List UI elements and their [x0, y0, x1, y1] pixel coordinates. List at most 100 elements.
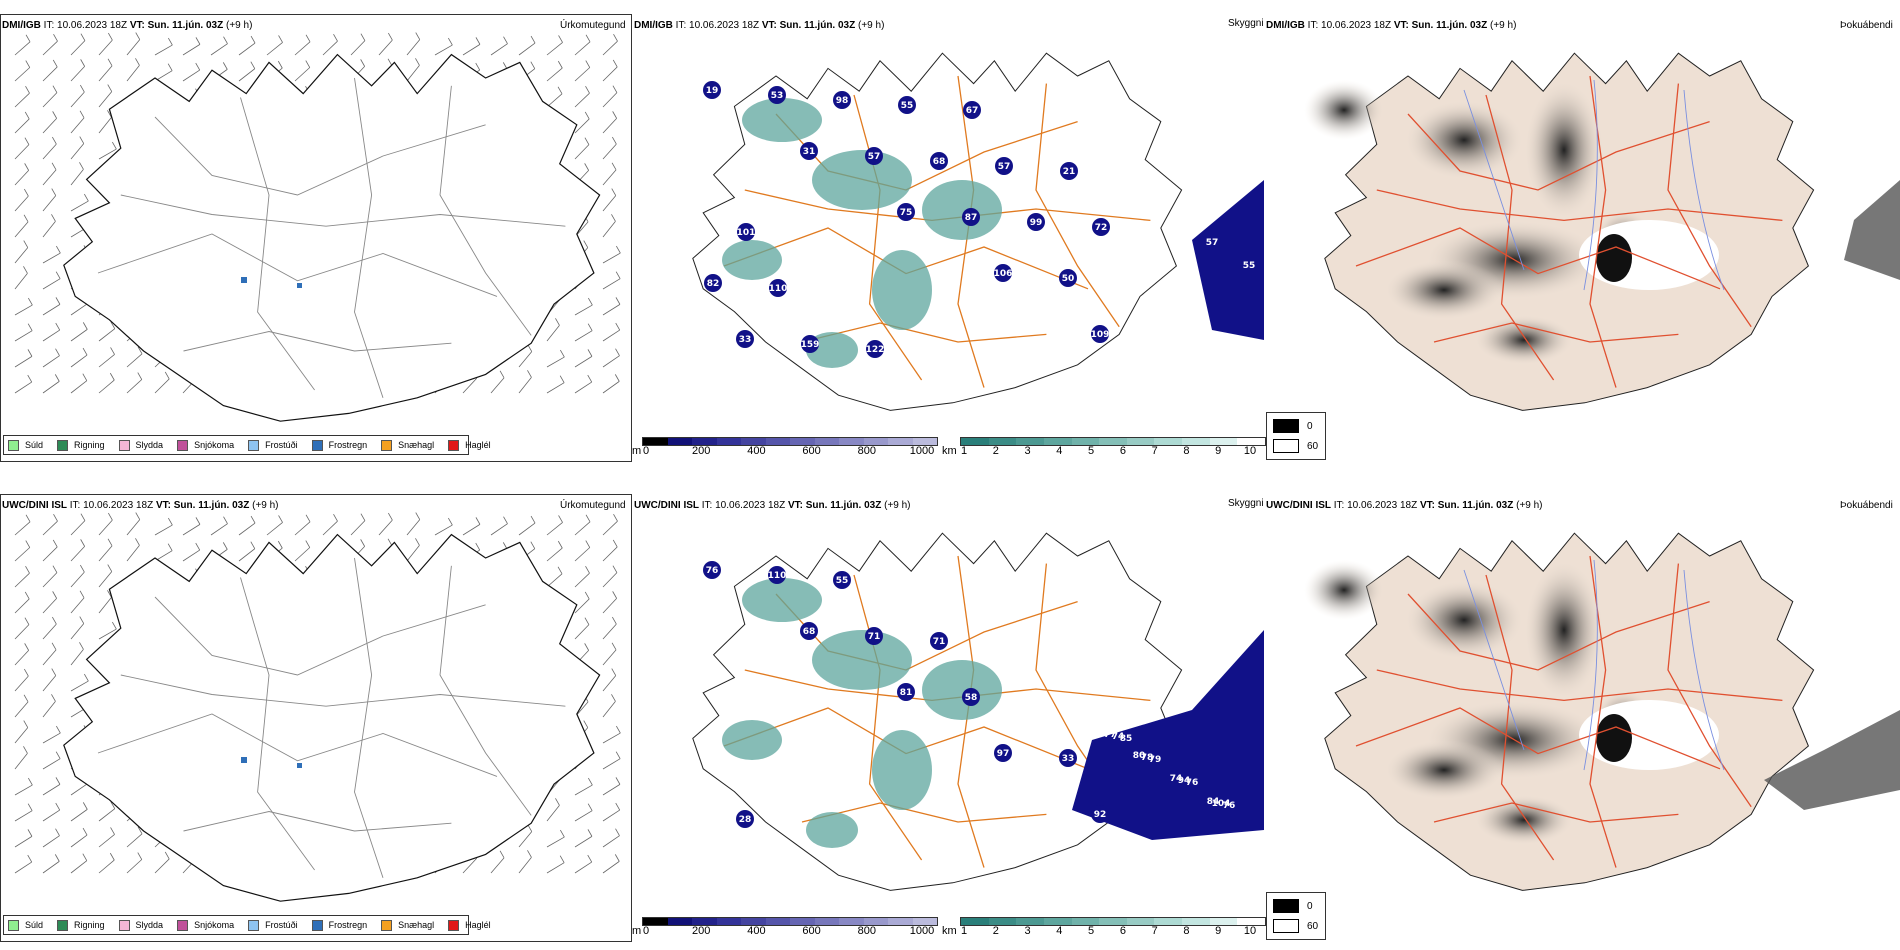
precip-legend-item: Slydda: [118, 439, 164, 451]
visibility-cell: [800, 142, 818, 160]
visibility-cell: [865, 147, 883, 165]
precip-cell: [241, 277, 247, 283]
legend-label: Súld: [25, 440, 44, 450]
legend-swatch: [57, 439, 69, 451]
ocean-visibility-value: 85: [1120, 734, 1133, 744]
header-precip-row1: DMI/IGB IT: 10.06.2023 18Z VT: Sun. 11.j…: [2, 20, 252, 31]
visibility-cell: [1027, 213, 1045, 231]
colorbar-tick: 200: [692, 445, 711, 457]
visibility-value: 68: [803, 627, 816, 637]
legend-swatch: [118, 919, 130, 931]
colorbar-unit: km: [942, 445, 957, 457]
colorbar-strip: [642, 917, 938, 926]
legend-swatch: [248, 919, 260, 931]
it-value: 10.06.2023 18Z: [1321, 20, 1392, 31]
colorbar-segment: [1043, 438, 1072, 445]
visibility-km-area: [722, 98, 1002, 368]
it-label: IT:: [1333, 500, 1345, 511]
road-network: [97, 77, 566, 398]
visibility-cell: [1060, 162, 1078, 180]
vt-label: VT:: [787, 500, 803, 511]
colorbar-segment: [1071, 918, 1100, 925]
ocean-visibility-value: 76: [1223, 801, 1236, 811]
colorbar-segment: [790, 438, 815, 445]
ocean-visibility-value: 84: [1207, 797, 1220, 807]
precip-legend-item: Haglél: [448, 919, 491, 931]
colorbar-segment: [961, 438, 989, 445]
legend-label: Snæhagl: [398, 920, 435, 930]
visibility-value: 101: [737, 228, 756, 238]
header-visibility-row1: DMI/IGB IT: 10.06.2023 18Z VT: Sun. 11.j…: [634, 20, 884, 31]
fog-index-shading: [1304, 560, 1654, 845]
colorbar-tick: 5: [1088, 445, 1095, 457]
legend-label: Snjókoma: [194, 920, 235, 930]
vt-label: VT:: [1419, 500, 1435, 511]
visibility-value: 21: [1063, 167, 1076, 177]
colorbar-segment: [863, 438, 888, 445]
colorbar-segment: [988, 918, 1017, 925]
colorbar-segment: [814, 918, 839, 925]
colorbar-strip: [642, 437, 938, 446]
colorbar-tick: 4: [1056, 925, 1063, 937]
precip-legend-item: Súld: [8, 919, 43, 931]
visibility-values: 7668819792110715833285571808074847778941…: [703, 561, 1235, 828]
legend-swatch: [448, 439, 460, 451]
ocean-visibility-value: 104: [1212, 799, 1231, 809]
colorbar-segment: [1099, 918, 1127, 925]
colorbar-tick: 6: [1119, 445, 1126, 457]
colorbar-segment: [1154, 438, 1183, 445]
legend-swatch: [8, 919, 19, 931]
colorbar-segment: [716, 918, 741, 925]
colorbar-tick: 4: [1056, 445, 1063, 457]
legend-label: Snæhagl: [398, 440, 435, 450]
visibility-map-row2: 7668819792110715833285571808074847778941…: [692, 532, 1264, 891]
visibility-cell: [769, 279, 787, 297]
title-precip-row2: Úrkomutegund: [560, 500, 626, 511]
colorbar-segment: [912, 918, 937, 925]
legend-swatch: [381, 439, 393, 451]
fog-legend-row2: 0 60: [1266, 892, 1326, 940]
title-visibility-row2: Skyggni: [1228, 498, 1264, 509]
title-visibility-row1: Skyggni: [1228, 18, 1264, 29]
visibility-value: 82: [707, 279, 720, 289]
lead-time: (+9 h): [858, 20, 885, 31]
legend-swatch: [177, 919, 189, 931]
model-label: DMI/IGB: [2, 20, 41, 31]
colorbar-tick: 800: [857, 925, 876, 937]
fog-map-row1: [1304, 52, 1900, 411]
visibility-cell: [800, 622, 818, 640]
vt-label: VT:: [761, 20, 777, 31]
lead-time: (+9 h): [884, 500, 911, 511]
colorbar-segment: [692, 918, 717, 925]
colorbar-segment: [888, 438, 913, 445]
visibility-value: 71: [933, 637, 946, 647]
legend-label: Snjókoma: [194, 440, 235, 450]
precip-legend-item: Rigning: [57, 439, 105, 451]
colorbar-segment: [912, 438, 937, 445]
colorbar-segment: [716, 438, 741, 445]
legend-label: Slydda: [135, 440, 164, 450]
it-value: 10.06.2023 18Z: [715, 500, 786, 511]
vt-value: Sun. 11.jún. 03Z: [1437, 500, 1514, 511]
legend-swatch: [248, 439, 260, 451]
colorbar-segment: [1071, 438, 1100, 445]
visibility-map-row1: 19 31 75 106 109 53 57 87 50 33 98 68 99 82 159 55 57 72 1…: [692, 52, 1264, 411]
visibility-cell: [930, 632, 948, 650]
vt-value: Sun. 11.jún. 03Z: [173, 500, 250, 511]
lead-time: (+9 h): [226, 20, 253, 31]
precip-legend-item: Haglél: [448, 439, 491, 451]
visibility-cell: [897, 203, 915, 221]
ocean-visibility-value: 74: [1112, 732, 1125, 742]
legend-label: Frostúði: [265, 440, 298, 450]
ocean-visibility-value: 80: [1096, 728, 1109, 738]
visibility-km-colorbar-row1: km 1 2 3 4 5 6 7 8 9 10: [942, 437, 1266, 459]
header-precip-row2: UWC/DINI ISL IT: 10.06.2023 18Z VT: Sun.…: [2, 500, 279, 511]
visibility-cell: [994, 264, 1012, 282]
title-precip-row1: Úrkomutegund: [560, 20, 626, 31]
colorbar-segment: [741, 918, 766, 925]
it-value: 10.06.2023 18Z: [83, 500, 154, 511]
precip-legend-item: Frostúði: [248, 919, 298, 931]
fog-panel-row2: [1264, 510, 1900, 910]
road-network: [1355, 555, 1783, 868]
fog-core: [1596, 714, 1632, 762]
